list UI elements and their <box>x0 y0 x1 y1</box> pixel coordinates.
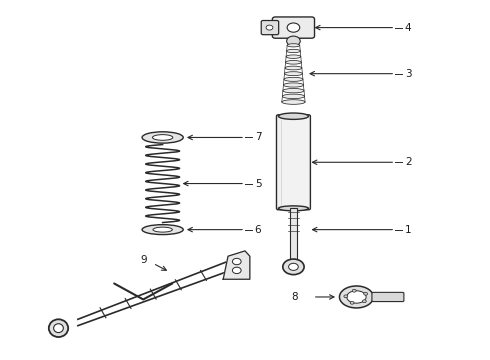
Circle shape <box>287 36 300 46</box>
Text: 8: 8 <box>291 292 297 302</box>
Bar <box>290 208 297 265</box>
Circle shape <box>344 295 348 298</box>
Circle shape <box>364 292 368 295</box>
Ellipse shape <box>278 206 309 211</box>
Circle shape <box>283 259 304 275</box>
Ellipse shape <box>283 89 304 93</box>
Ellipse shape <box>53 324 63 333</box>
Ellipse shape <box>286 55 301 58</box>
Text: 2: 2 <box>405 157 412 167</box>
Ellipse shape <box>282 94 305 99</box>
FancyBboxPatch shape <box>276 115 310 210</box>
Circle shape <box>232 258 241 265</box>
Ellipse shape <box>284 77 303 81</box>
Polygon shape <box>223 251 250 279</box>
Ellipse shape <box>152 135 173 140</box>
Text: 1: 1 <box>405 225 412 235</box>
Text: 4: 4 <box>405 23 412 33</box>
Circle shape <box>363 300 367 303</box>
Ellipse shape <box>283 83 303 87</box>
Text: 3: 3 <box>405 69 412 79</box>
Ellipse shape <box>285 72 302 76</box>
FancyBboxPatch shape <box>372 292 404 302</box>
Ellipse shape <box>153 227 172 232</box>
Ellipse shape <box>278 113 309 120</box>
Circle shape <box>350 301 354 304</box>
Text: 7: 7 <box>255 132 261 143</box>
Text: 9: 9 <box>141 255 147 265</box>
Ellipse shape <box>286 60 301 64</box>
Circle shape <box>232 267 241 274</box>
Ellipse shape <box>49 319 68 337</box>
Circle shape <box>289 263 298 270</box>
FancyBboxPatch shape <box>272 17 315 38</box>
Circle shape <box>352 289 356 292</box>
Circle shape <box>287 23 300 32</box>
FancyBboxPatch shape <box>261 21 279 35</box>
Ellipse shape <box>285 66 302 70</box>
Text: 5: 5 <box>255 179 261 189</box>
Ellipse shape <box>287 49 300 53</box>
Ellipse shape <box>287 44 300 47</box>
Ellipse shape <box>282 100 305 104</box>
Text: 6: 6 <box>255 225 261 235</box>
Circle shape <box>266 25 273 30</box>
Ellipse shape <box>142 132 183 143</box>
Ellipse shape <box>347 291 366 303</box>
Ellipse shape <box>142 225 183 235</box>
Ellipse shape <box>340 286 373 308</box>
